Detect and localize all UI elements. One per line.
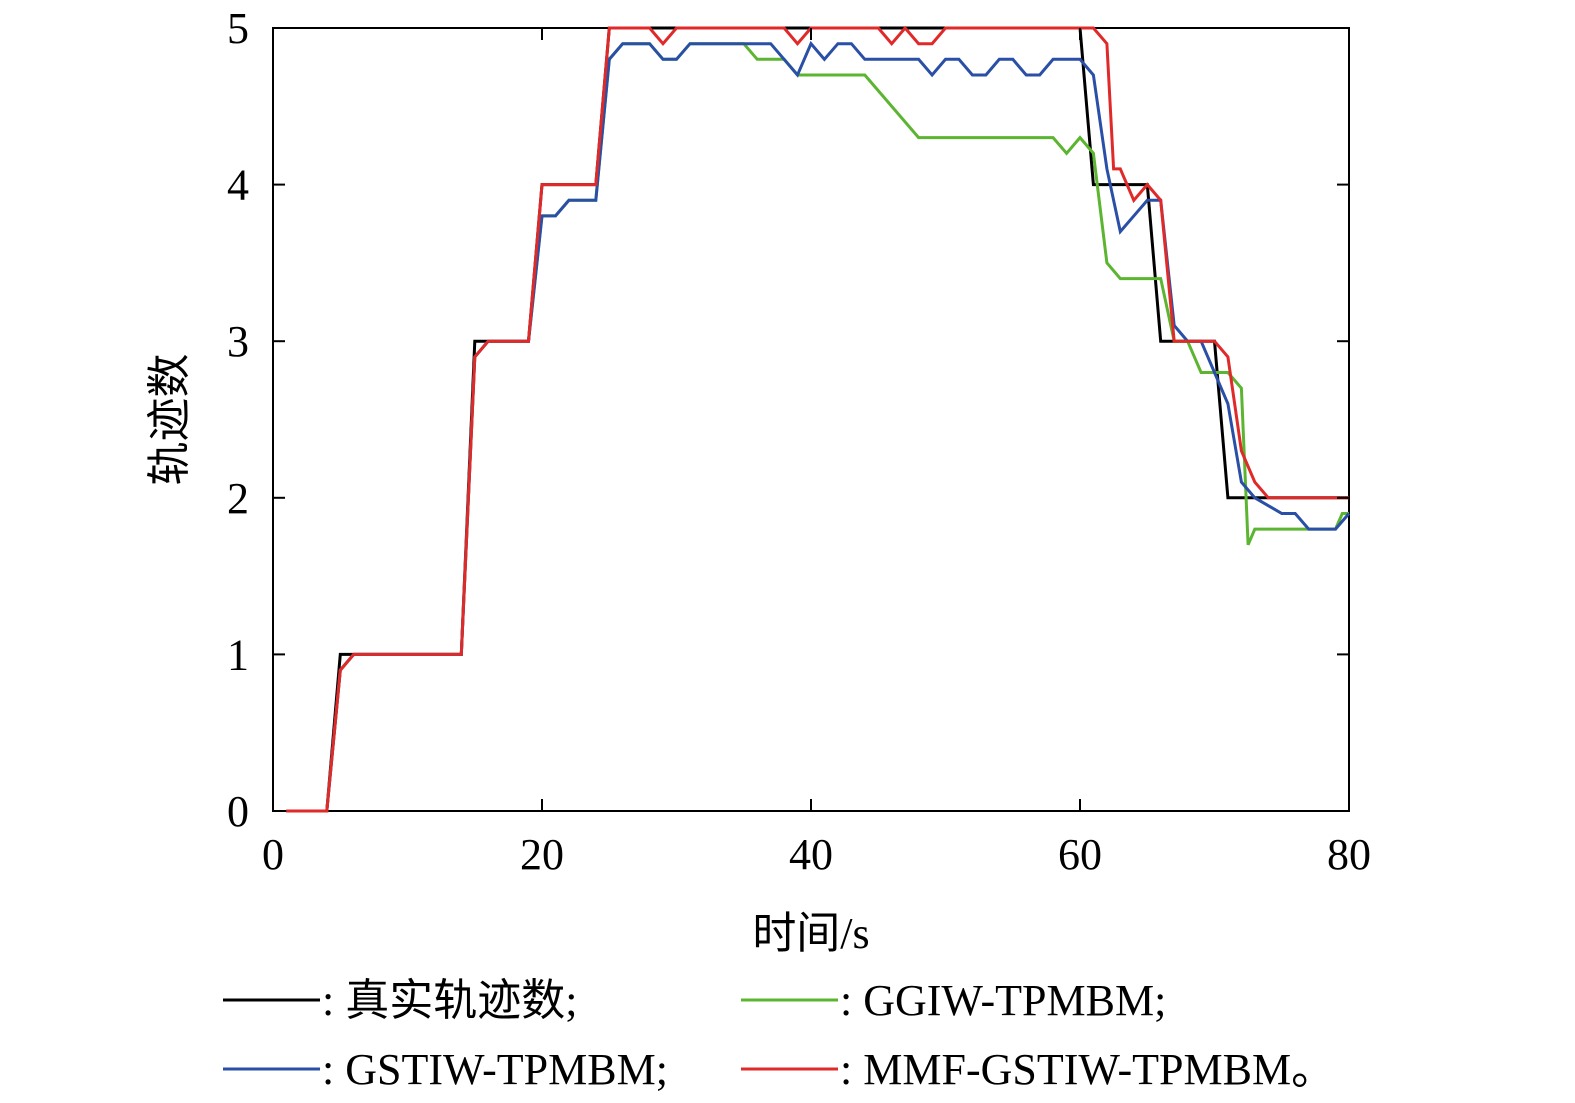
x-tick-label: 80 [1327, 830, 1371, 879]
y-tick-label: 3 [227, 317, 249, 366]
series-line-1 [286, 26, 1349, 813]
y-tick-label: 5 [227, 4, 249, 53]
series-line-3 [286, 40, 1351, 813]
legend-label-1: : 真实轨迹数; [322, 976, 577, 1025]
y-tick-label: 1 [227, 630, 249, 679]
y-axis-title: 轨迹数 [145, 354, 194, 486]
legend: : 真实轨迹数; : GGIW-TPMBM; : GSTIW-TPMBM; : MMF… [223, 976, 1335, 1094]
legend-label-2: : GGIW-TPMBM; [840, 976, 1166, 1025]
series-line-2 [286, 42, 1349, 813]
plot-area [272, 25, 1351, 813]
x-tick-label: 0 [262, 830, 284, 879]
x-tick-label: 20 [520, 830, 564, 879]
legend-label-4: : MMF-GSTIW-TPMBM。 [840, 1045, 1335, 1094]
x-axis-title: 时间/s [752, 909, 869, 958]
series-line-4 [286, 25, 1349, 813]
series-layer [286, 25, 1351, 813]
y-tick-label: 4 [227, 161, 249, 210]
y-axis: 0 1 2 3 4 5 [227, 4, 1349, 836]
x-tick-label: 40 [789, 830, 833, 879]
y-tick-label: 2 [227, 474, 249, 523]
plot-frame [272, 27, 1350, 812]
x-tick-label: 60 [1058, 830, 1102, 879]
y-tick-label: 0 [227, 787, 249, 836]
legend-label-3: : GSTIW-TPMBM; [322, 1045, 668, 1094]
x-axis: 0 20 40 60 80 [262, 28, 1371, 879]
